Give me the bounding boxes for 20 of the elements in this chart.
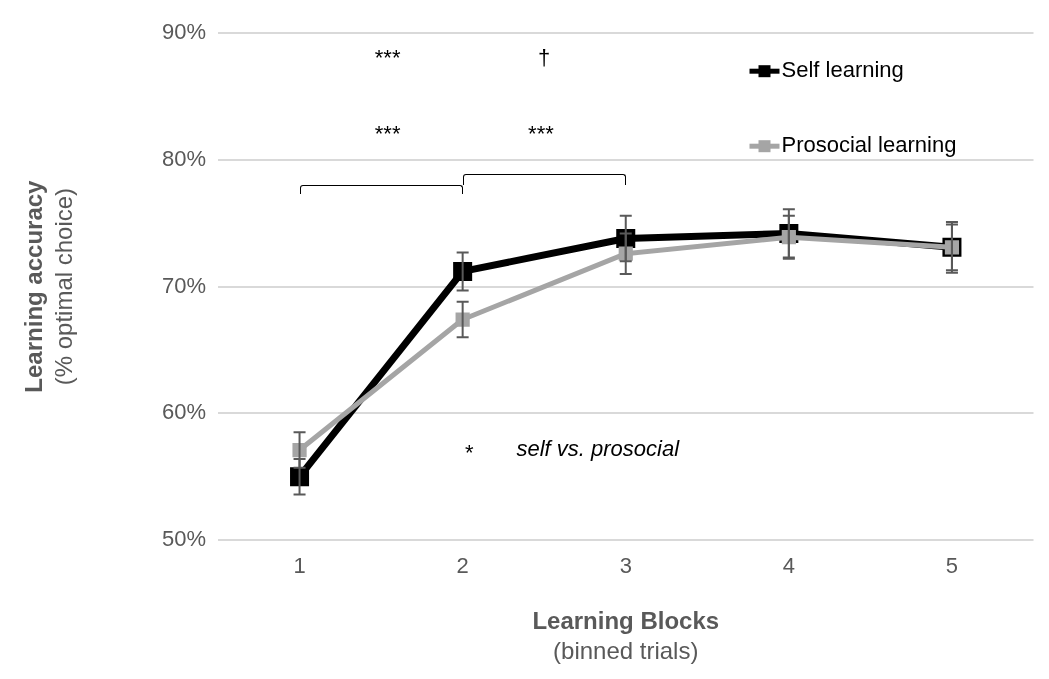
x-tick-label: 3 xyxy=(619,553,632,579)
x-tick-label: 4 xyxy=(782,553,795,579)
annotation: * xyxy=(464,439,474,465)
y-tick-label: 90% xyxy=(161,19,206,45)
x-axis-title: Learning Blocks (binned trials) xyxy=(532,606,720,664)
x-tick-label: 1 xyxy=(293,553,306,579)
x-tick-label: 5 xyxy=(945,553,959,579)
y-tick-label: 80% xyxy=(161,145,206,171)
legend-label: Prosocial learning xyxy=(781,132,957,158)
annotation: *** xyxy=(528,120,555,146)
y-tick-label: 50% xyxy=(161,526,206,552)
annotation: *** xyxy=(374,44,401,70)
legend-label: Self learning xyxy=(781,57,904,83)
y-tick-label: 70% xyxy=(161,272,206,298)
annotation: self vs. prosocial xyxy=(516,436,681,462)
annotation: † xyxy=(538,44,551,70)
y-tick-label: 60% xyxy=(161,399,206,425)
y-axis-title: Learning accuracy (% optimal choice) xyxy=(19,179,77,393)
annotation: *** xyxy=(374,120,401,146)
x-tick-label: 2 xyxy=(456,553,469,579)
